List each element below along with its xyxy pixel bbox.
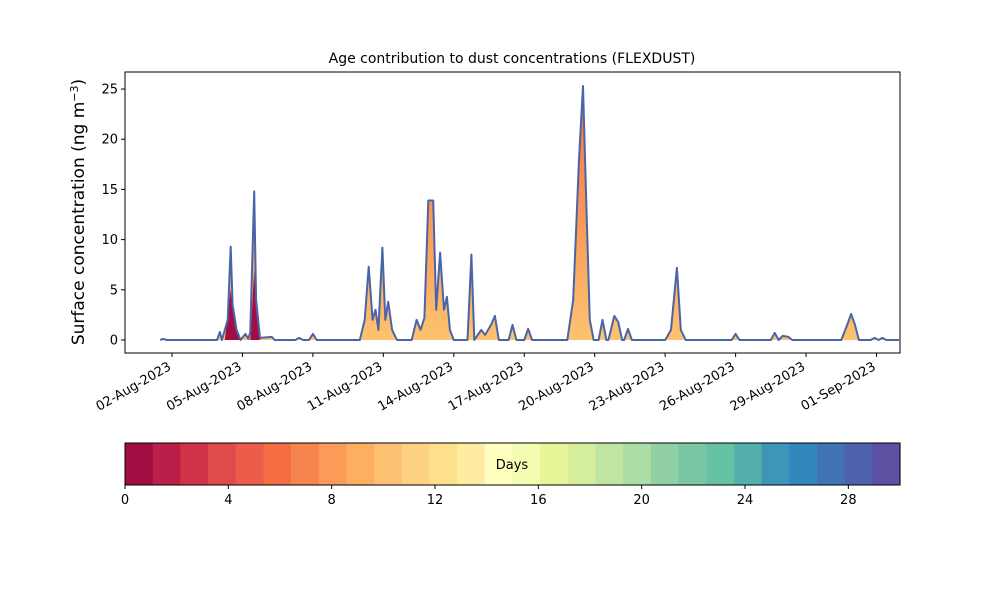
y-tick-label: 25 (101, 83, 118, 98)
colorbar-segment (291, 443, 320, 485)
y-tick-label: 20 (101, 133, 118, 148)
colorbar-segment (733, 443, 763, 485)
colorbar-label: Days (496, 458, 529, 473)
colorbar-tick-label: 16 (530, 493, 547, 508)
x-tick-label: 02-Aug-2023 (94, 359, 174, 414)
colorbar-ticks: 0 4 8 12 16 20 24 28 (121, 485, 857, 508)
colorbar-segment (346, 443, 375, 485)
y-tick-label: 0 (110, 333, 118, 348)
x-tick-label: 26-Aug-2023 (657, 359, 737, 414)
x-tick-label: 14-Aug-2023 (375, 359, 455, 414)
colorbar-tick-label: 20 (633, 493, 650, 508)
colorbar-tick-label: 12 (427, 493, 444, 508)
colorbar-segment (678, 443, 707, 485)
colorbar-segment (540, 443, 569, 485)
area-layer (160, 86, 899, 340)
colorbar-tick-label: 28 (840, 493, 857, 508)
colorbar-segment (789, 443, 818, 485)
line-layer (159, 85, 899, 341)
colorbar-segment (401, 443, 431, 485)
colorbar-segment (872, 443, 901, 485)
colorbar (125, 443, 901, 485)
total-area (160, 86, 899, 340)
colorbar-segment (844, 443, 873, 485)
x-tick-label: 17-Aug-2023 (446, 359, 526, 414)
total-line (159, 85, 899, 341)
colorbar-segment (706, 443, 735, 485)
y-tick-label: 10 (101, 233, 118, 248)
colorbar-segment (457, 443, 486, 485)
plot-frame (124, 71, 901, 354)
colorbar-segment (263, 443, 292, 485)
colorbar-segment (761, 443, 790, 485)
colorbar-segment (125, 443, 154, 485)
colorbar-tick-label: 8 (328, 493, 336, 508)
colorbar-segment (374, 443, 403, 485)
colorbar-segment (816, 443, 846, 485)
x-tick-label: 29-Aug-2023 (728, 359, 808, 414)
colorbar-segment (595, 443, 624, 485)
colorbar-segment (318, 443, 348, 485)
x-tick-label: 05-Aug-2023 (164, 359, 244, 414)
colorbar-segment (208, 443, 237, 485)
x-axis: 02-Aug-202305-Aug-202308-Aug-202311-Aug-… (94, 353, 879, 415)
x-tick-label: 20-Aug-2023 (516, 359, 596, 414)
young-age-area (224, 269, 260, 340)
colorbar-segment (567, 443, 597, 485)
y-axis: 0 5 10 15 20 25 (101, 83, 125, 348)
x-tick-label: 01-Sep-2023 (799, 359, 879, 414)
y-tick-label: 15 (101, 183, 118, 198)
y-tick-label: 5 (110, 283, 118, 298)
colorbar-segment (180, 443, 209, 485)
y-axis-label: Surface concentration (ng m−3) (68, 79, 90, 345)
x-tick-label: 23-Aug-2023 (587, 359, 667, 414)
colorbar-segment (650, 443, 680, 485)
plot-area (159, 85, 899, 341)
colorbar-segment (152, 443, 181, 485)
colorbar-segment (484, 443, 514, 485)
x-tick-label: 08-Aug-2023 (235, 359, 315, 414)
x-tick-label: 11-Aug-2023 (305, 359, 385, 414)
colorbar-frame (124, 442, 901, 486)
colorbar-tick-label: 24 (737, 493, 754, 508)
colorbar-segment (623, 443, 652, 485)
colorbar-segment (429, 443, 458, 485)
chart-title: Age contribution to dust concentrations … (329, 51, 696, 67)
colorbar-tick-label: 4 (224, 493, 232, 508)
colorbar-tick-label: 0 (121, 493, 129, 508)
colorbar-segment (512, 443, 541, 485)
colorbar-segment (235, 443, 264, 485)
